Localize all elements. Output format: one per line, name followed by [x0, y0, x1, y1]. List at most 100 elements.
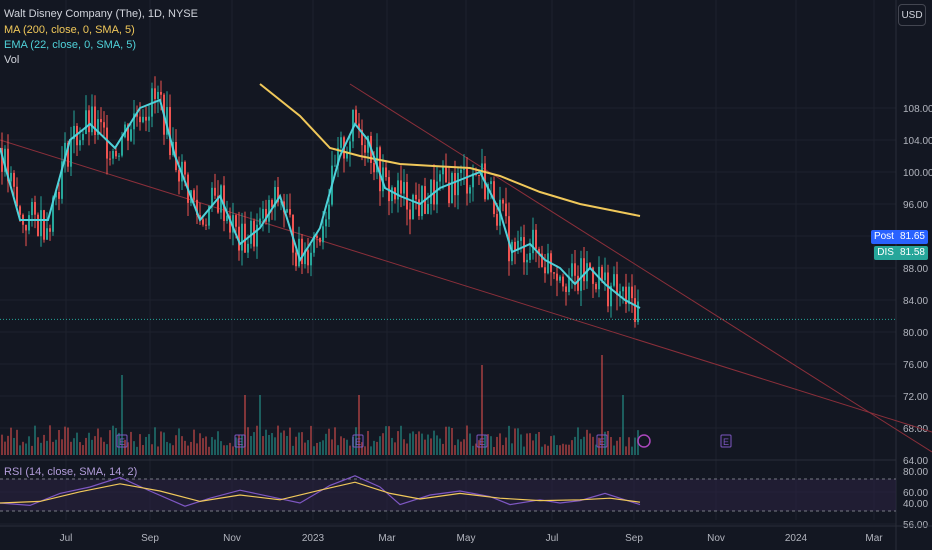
- volume-bar: [103, 441, 105, 455]
- volume-bar: [364, 446, 366, 455]
- volume-bar: [433, 430, 435, 455]
- rsi-ma-line: [0, 481, 641, 504]
- candle-body: [196, 199, 198, 216]
- volume-bar: [274, 437, 276, 455]
- volume-bar: [94, 436, 96, 455]
- volume-bar: [25, 443, 27, 455]
- volume-bar: [55, 439, 57, 455]
- candle-body: [559, 276, 561, 281]
- candle-body: [604, 272, 606, 281]
- candle-body: [628, 286, 630, 305]
- candle-body: [472, 173, 474, 188]
- candle-body: [325, 219, 327, 227]
- volume-bar: [256, 425, 258, 455]
- candle-body: [322, 226, 324, 243]
- volume-bar: [154, 427, 156, 455]
- volume-bar: [310, 425, 312, 455]
- volume-bar: [628, 437, 630, 455]
- time-tick-label: 2024: [785, 533, 808, 544]
- candle-body: [193, 190, 195, 200]
- volume-bar: [226, 445, 228, 455]
- candle-body: [532, 229, 534, 254]
- candle-body: [79, 140, 81, 146]
- volume-bar: [292, 445, 294, 455]
- candle-body: [571, 263, 573, 277]
- volume-bar: [367, 430, 369, 455]
- volume-bar: [472, 445, 474, 455]
- volume-bar: [427, 434, 429, 455]
- time-tick-label: Sep: [625, 533, 643, 544]
- candle-body: [247, 243, 249, 253]
- candle-body: [235, 215, 237, 227]
- volume-bar: [493, 446, 495, 455]
- candle-body: [226, 215, 228, 222]
- candle-body: [16, 186, 18, 207]
- candle-body: [319, 237, 321, 243]
- candle-body: [121, 137, 123, 156]
- candle-body: [493, 181, 495, 214]
- volume-bar: [301, 432, 303, 455]
- sma-legend[interactable]: MA (200, close, 0, SMA, 5): [4, 24, 135, 36]
- volume-bar: [22, 441, 24, 455]
- volume-bar: [346, 439, 348, 455]
- volume-bar: [448, 426, 450, 455]
- candle-body: [211, 187, 213, 206]
- volume-bar: [136, 446, 138, 455]
- candle-body: [73, 125, 75, 139]
- volume-bar: [112, 425, 114, 455]
- candle-body: [538, 248, 540, 254]
- currency-button[interactable]: USD: [898, 4, 926, 26]
- volume-bar: [211, 437, 213, 455]
- volume-bar: [391, 437, 393, 455]
- volume-bar: [241, 435, 243, 455]
- candle-body: [286, 209, 288, 213]
- candle-body: [340, 137, 342, 148]
- candle-body: [115, 150, 117, 157]
- volume-bar: [613, 445, 615, 455]
- volume-bar: [484, 434, 486, 455]
- volume-bar: [511, 443, 513, 455]
- volume-bar: [196, 443, 198, 455]
- candle-body: [136, 113, 138, 117]
- volume-bar: [217, 431, 219, 455]
- volume-bar: [424, 439, 426, 455]
- rsi-legend[interactable]: RSI (14, close, SMA, 14, 2): [4, 466, 138, 478]
- candle-body: [409, 209, 411, 220]
- candle-body: [28, 215, 30, 231]
- candle-body: [349, 141, 351, 153]
- candle-body: [139, 116, 141, 123]
- volume-bar: [109, 430, 111, 455]
- candle-body: [307, 250, 309, 266]
- volume-bar: [502, 445, 504, 455]
- candle-body: [622, 286, 624, 292]
- candle-body: [94, 106, 96, 135]
- candle-body: [142, 116, 144, 123]
- candle-body: [19, 206, 21, 215]
- candle-body: [43, 210, 45, 240]
- volume-bar: [463, 439, 465, 455]
- volume-bar: [625, 446, 627, 455]
- volume-bar: [559, 445, 561, 455]
- earnings-icon-glyph: E: [599, 437, 605, 447]
- price-tick-label: 88.00: [903, 264, 928, 275]
- candle-body: [631, 286, 633, 299]
- volume-bar: [64, 426, 66, 455]
- candle-body: [439, 174, 441, 182]
- volume-bar: [514, 428, 516, 455]
- ema-legend[interactable]: EMA (22, close, 0, SMA, 5): [4, 39, 137, 51]
- candle-body: [616, 274, 618, 295]
- volume-bar: [499, 433, 501, 455]
- volume-bar: [523, 446, 525, 455]
- volume-bar: [121, 375, 123, 455]
- candle-body: [10, 172, 12, 182]
- volume-bar: [34, 425, 36, 455]
- volume-bar: [532, 440, 534, 455]
- candle-body: [529, 253, 531, 260]
- volume-bar: [490, 436, 492, 455]
- volume-legend[interactable]: Vol: [4, 54, 20, 66]
- volume-bar: [529, 433, 531, 455]
- candle-body: [505, 203, 507, 217]
- volume-bar: [397, 431, 399, 455]
- candle-body: [1, 148, 3, 172]
